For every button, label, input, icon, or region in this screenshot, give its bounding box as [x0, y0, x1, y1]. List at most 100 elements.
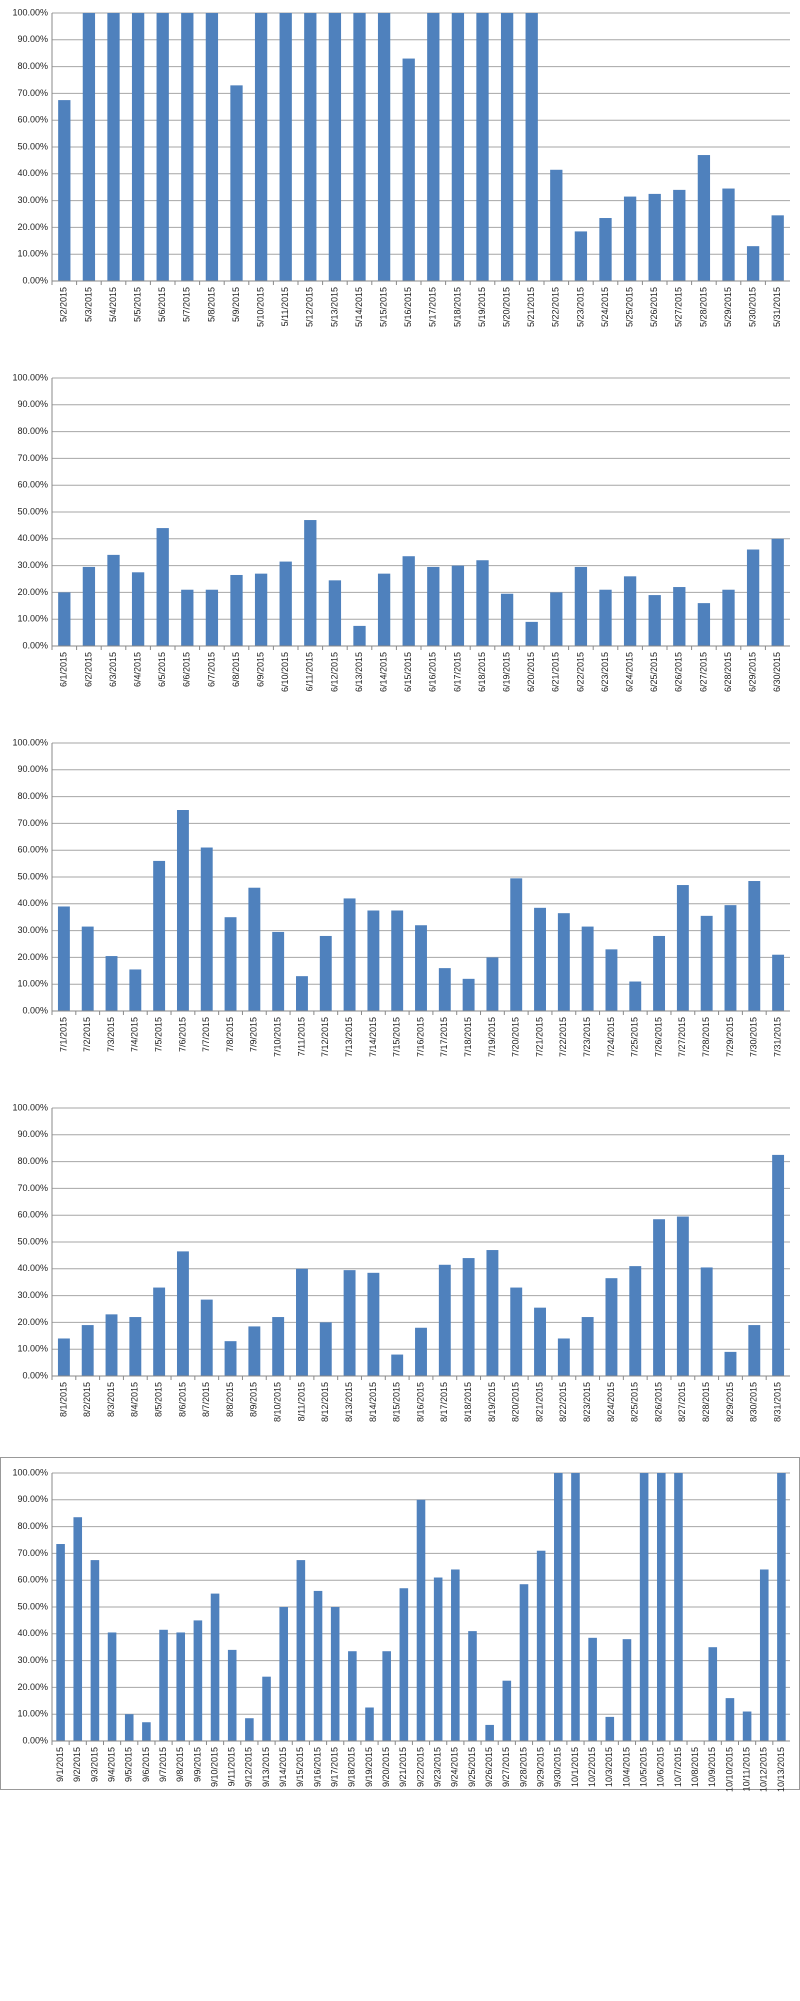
x-tick-label: 7/21/2015: [534, 1017, 544, 1057]
bar: [574, 231, 588, 281]
bar: [304, 13, 317, 281]
bar: [313, 1590, 323, 1741]
y-tick-label: 40.00%: [17, 1263, 48, 1273]
y-tick-label: 60.00%: [17, 845, 48, 855]
bar: [476, 13, 489, 281]
bar: [648, 595, 661, 646]
bar: [230, 574, 243, 646]
bar: [296, 976, 308, 1011]
bar: [107, 1632, 117, 1741]
x-tick-label: 9/25/2015: [467, 1747, 477, 1787]
x-tick-label: 6/23/2015: [600, 652, 610, 692]
bar: [296, 1268, 308, 1376]
bar: [81, 926, 94, 1011]
bar: [82, 13, 96, 281]
y-tick-label: 40.00%: [17, 1628, 48, 1638]
y-tick-label: 100.00%: [12, 737, 48, 747]
x-tick-label: 10/13/2015: [776, 1747, 786, 1792]
x-tick-label: 8/2/2015: [82, 1382, 92, 1417]
bar: [73, 1517, 83, 1741]
x-tick-label: 5/27/2015: [674, 287, 684, 327]
bar: [399, 1588, 409, 1741]
bar: [90, 1560, 100, 1741]
x-tick-label: 6/15/2015: [403, 652, 413, 692]
y-tick-label: 80.00%: [17, 61, 48, 71]
x-tick-label: 7/20/2015: [511, 1017, 521, 1057]
y-tick-label: 20.00%: [17, 222, 48, 232]
x-tick-label: 5/22/2015: [551, 287, 561, 327]
bar: [205, 13, 219, 281]
bar: [748, 1325, 761, 1376]
y-tick-label: 100.00%: [12, 1102, 48, 1112]
bar: [176, 1632, 186, 1741]
x-tick-label: 7/18/2015: [463, 1017, 473, 1057]
y-tick-label: 30.00%: [17, 560, 48, 570]
bar: [525, 621, 538, 646]
x-tick-label: 9/10/2015: [209, 1747, 219, 1787]
bar: [486, 1250, 499, 1376]
x-tick-label: 8/3/2015: [106, 1382, 116, 1417]
bar: [156, 13, 169, 281]
bar: [254, 573, 268, 646]
y-tick-label: 40.00%: [17, 168, 48, 178]
x-tick-label: 7/1/2015: [58, 1017, 68, 1052]
x-tick-label: 5/3/2015: [83, 287, 93, 322]
y-tick-label: 60.00%: [17, 1210, 48, 1220]
bar: [451, 1569, 460, 1741]
x-tick-label: 5/15/2015: [378, 287, 388, 327]
x-tick-label: 9/26/2015: [484, 1747, 494, 1787]
x-tick-label: 6/27/2015: [698, 652, 708, 692]
x-tick-label: 10/3/2015: [604, 1747, 614, 1787]
x-tick-label: 7/12/2015: [320, 1017, 330, 1057]
y-tick-label: 20.00%: [17, 1682, 48, 1692]
y-tick-label: 0.00%: [22, 275, 48, 285]
y-tick-label: 50.00%: [17, 1236, 48, 1246]
x-tick-label: 7/9/2015: [249, 1017, 259, 1052]
x-tick-label: 6/19/2015: [501, 652, 511, 692]
y-tick-label: 20.00%: [17, 1317, 48, 1327]
x-tick-label: 5/28/2015: [698, 287, 708, 327]
x-tick-label: 7/27/2015: [677, 1017, 687, 1057]
bar: [415, 1327, 427, 1376]
x-tick-label: 6/2/2015: [83, 652, 93, 687]
bar: [639, 1473, 649, 1741]
bar: [525, 13, 538, 281]
x-tick-label: 8/10/2015: [273, 1382, 283, 1422]
x-tick-label: 9/4/2015: [106, 1747, 116, 1782]
y-tick-label: 20.00%: [17, 952, 48, 962]
x-tick-label: 10/5/2015: [638, 1747, 648, 1787]
x-tick-label: 5/30/2015: [747, 287, 757, 327]
x-tick-label: 8/27/2015: [677, 1382, 687, 1422]
bar: [468, 1631, 477, 1741]
x-tick-label: 7/30/2015: [749, 1017, 759, 1057]
bar: [391, 1354, 404, 1376]
x-tick-label: 7/13/2015: [344, 1017, 354, 1057]
x-tick-label: 9/7/2015: [158, 1747, 168, 1782]
bar: [771, 538, 784, 646]
x-tick-label: 8/16/2015: [415, 1382, 425, 1422]
bar: [438, 1264, 451, 1376]
bar: [227, 1649, 237, 1741]
x-tick-label: 6/3/2015: [108, 652, 118, 687]
y-tick-label: 10.00%: [17, 614, 48, 624]
bar: [571, 1473, 580, 1741]
x-tick-label: 5/16/2015: [403, 287, 413, 327]
bar: [245, 1718, 254, 1741]
x-tick-label: 9/13/2015: [261, 1747, 271, 1787]
x-tick-label: 6/16/2015: [428, 652, 438, 692]
x-tick-label: 6/21/2015: [551, 652, 561, 692]
x-tick-label: 7/7/2015: [201, 1017, 211, 1052]
x-tick-label: 5/24/2015: [600, 287, 610, 327]
x-tick-label: 7/26/2015: [653, 1017, 663, 1057]
x-tick-label: 8/13/2015: [344, 1382, 354, 1422]
bar: [279, 561, 292, 646]
bar: [254, 13, 268, 281]
x-tick-label: 7/8/2015: [225, 1017, 235, 1052]
bar: [656, 1473, 666, 1741]
bar: [427, 566, 440, 646]
y-tick-label: 0.00%: [22, 640, 48, 650]
bar: [433, 1577, 443, 1741]
bar: [605, 1716, 615, 1741]
x-tick-label: 9/2/2015: [72, 1747, 82, 1782]
